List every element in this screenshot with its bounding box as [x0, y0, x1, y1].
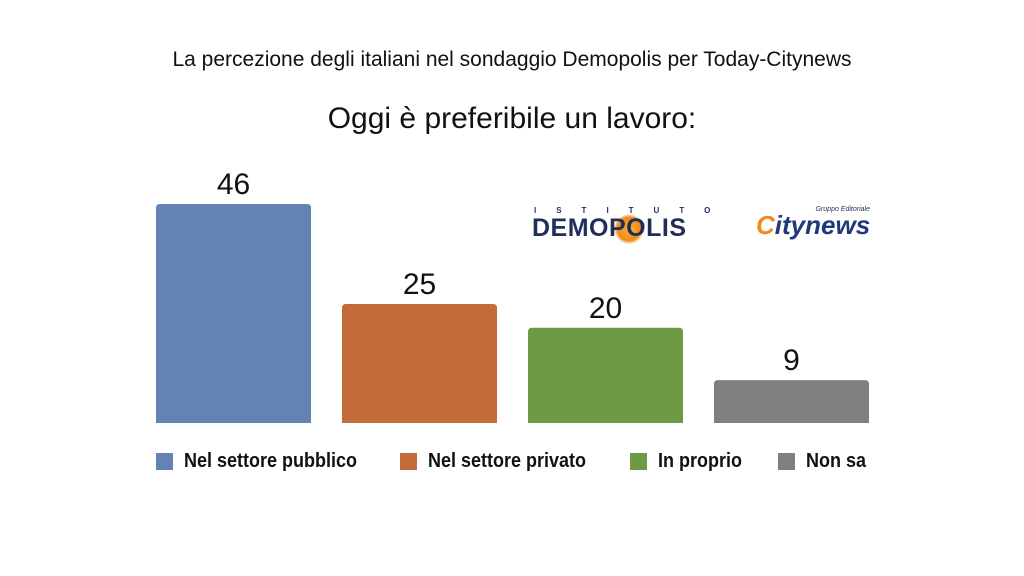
legend-item: Non sa — [778, 447, 870, 475]
bar-1 — [156, 204, 311, 423]
citynews-logo-sub: Gruppo Editoriale — [815, 206, 870, 213]
legend-label: Nel settore pubblico — [184, 449, 358, 472]
citynews-logo-word: Citynews — [756, 210, 871, 240]
chart-title: Oggi è preferibile un lavoro: — [327, 102, 697, 135]
legend-label: Nel settore privato — [428, 449, 587, 472]
bar-value-label: 25 — [403, 268, 436, 301]
demopolis-logo-word: DEMOPOLIS — [532, 214, 687, 242]
legend-swatch — [630, 452, 647, 470]
bar-4 — [714, 380, 869, 423]
legend-swatch — [778, 452, 795, 470]
legend-item: Nel settore pubblico — [156, 447, 376, 475]
bar-value-label: 20 — [589, 292, 622, 325]
bar-3 — [528, 327, 683, 423]
legend-swatch — [400, 452, 417, 470]
legend-item: In proprio — [630, 447, 751, 475]
citynews-logo: Gruppo Editoriale Citynews — [756, 206, 874, 246]
bar-value-label: 9 — [783, 344, 800, 377]
chart-subtitle: La percezione degli italiani nel sondagg… — [172, 48, 852, 71]
legend-swatch — [156, 452, 173, 470]
legend-label: In proprio — [658, 449, 742, 472]
legend-label: Non sa — [806, 449, 867, 472]
bar-2 — [342, 303, 497, 423]
bar-value-label: 46 — [217, 168, 250, 201]
legend-item: Nel settore privato — [400, 447, 604, 475]
chart-legend: Nel settore pubblico Nel settore privato I… — [156, 447, 870, 475]
demopolis-logo: ISTITUTO DEMOPOLIS — [532, 206, 744, 246]
demopolis-logo-top: ISTITUTO — [534, 206, 731, 215]
